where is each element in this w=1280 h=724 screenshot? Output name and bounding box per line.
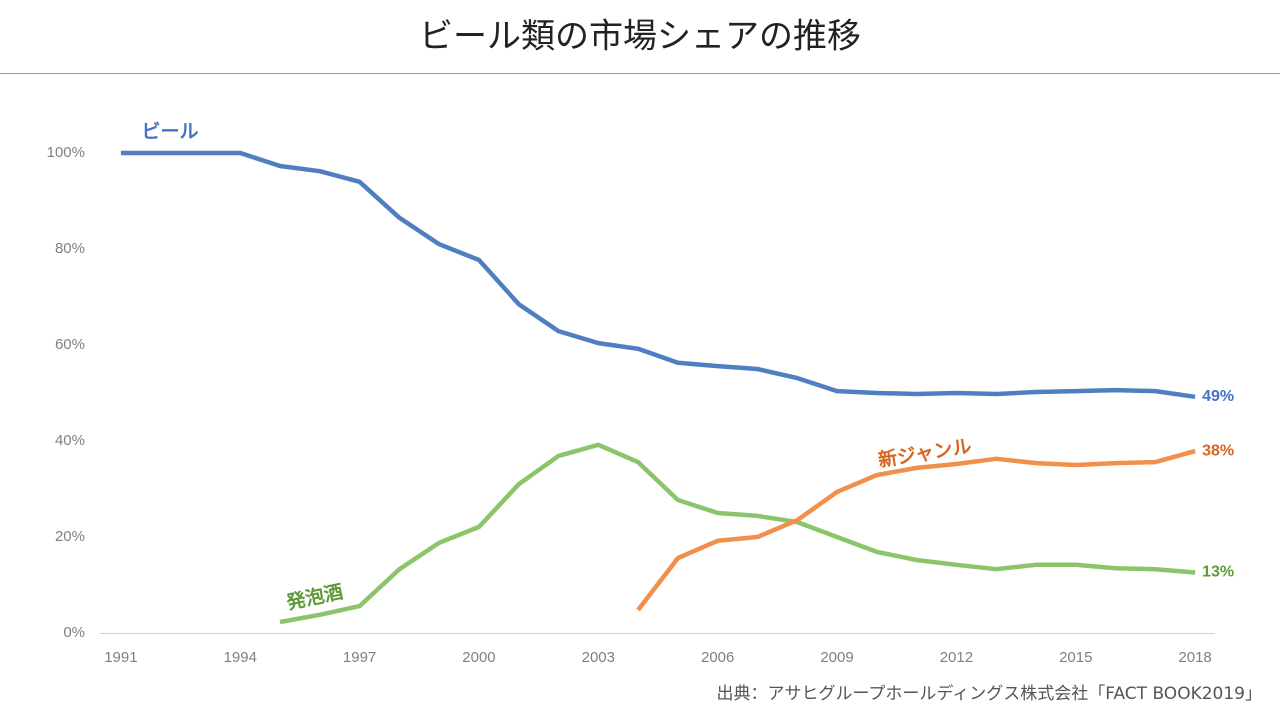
y-tick-label: 40% [55,432,85,449]
x-tick-label: 2003 [582,649,615,666]
series-line [636,448,1196,612]
x-tick-label: 1991 [104,649,137,666]
end-value-label: 38% [1202,442,1234,459]
x-tick-label: 2015 [1059,649,1092,666]
y-tick-label: 80% [55,240,85,257]
chart-title: ビール類の市場シェアの推移 [419,17,861,57]
end-value-label: 49% [1202,388,1234,405]
series-label: ビール [141,121,198,143]
x-tick-label: 1994 [224,649,257,666]
series-line [279,442,1196,625]
y-tick-label: 0% [63,624,85,641]
source-note: 出典：アサヒグループホールディングス株式会社「FACT BOOK2019」 [716,683,1262,704]
end-value-label: 13% [1202,564,1234,581]
series-line [120,150,1196,400]
x-tick-label: 2018 [1178,649,1211,666]
y-tick-label: 20% [55,528,85,545]
x-tick-label: 2006 [701,649,734,666]
y-tick-label: 100% [47,144,85,161]
x-tick-label: 1997 [343,649,376,666]
y-tick-label: 60% [55,336,85,353]
x-tick-label: 2000 [462,649,495,666]
x-tick-label: 2009 [820,649,853,666]
x-tick-label: 2012 [940,649,973,666]
